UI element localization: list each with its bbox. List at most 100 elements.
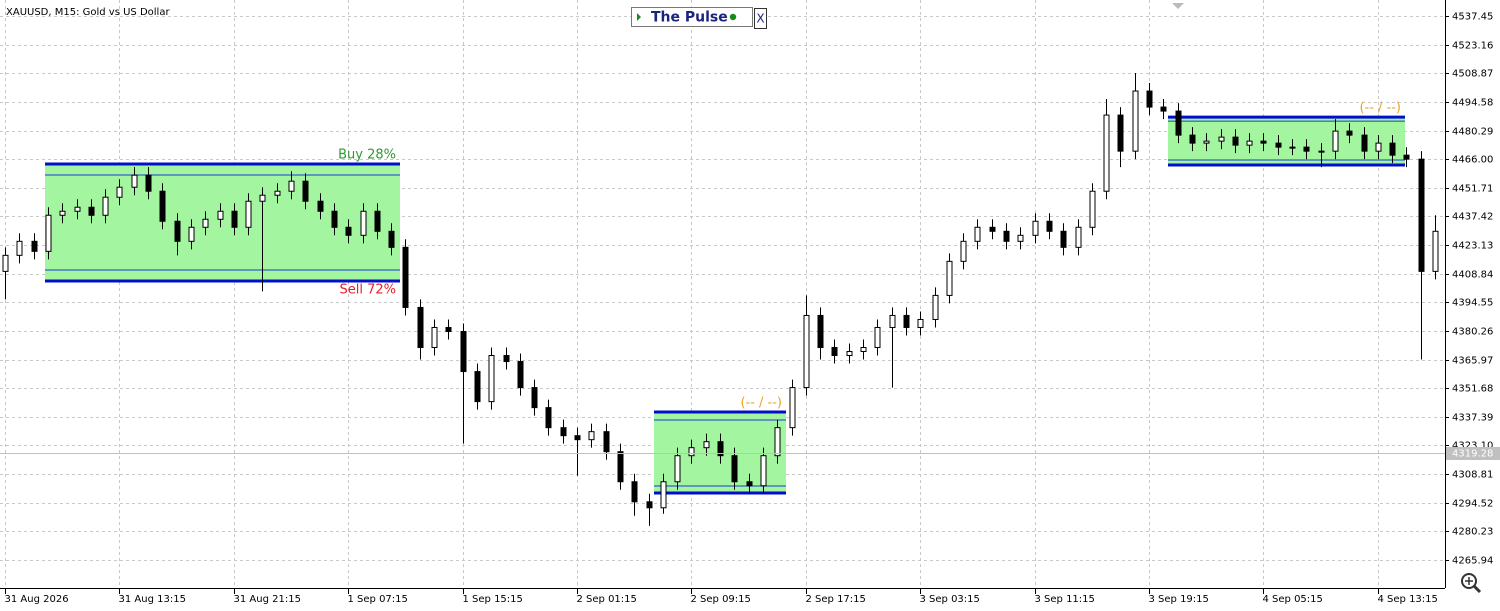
candle-body [360, 210, 367, 236]
candle-body [1403, 154, 1410, 160]
candle-body [531, 387, 538, 409]
candle-body [660, 481, 667, 509]
candle-body [388, 230, 395, 248]
candle-body [545, 407, 552, 429]
x-tick-label: 31 Aug 13:15 [119, 594, 186, 605]
candle-body [1060, 230, 1067, 248]
candle-body [1160, 106, 1167, 112]
candle-body [631, 481, 638, 503]
y-tick-label: 4308.81 [1452, 470, 1493, 481]
candle-body [789, 387, 796, 429]
y-tick-label: 4466.00 [1452, 155, 1493, 166]
candle-body [159, 190, 166, 222]
candle-body [803, 314, 810, 389]
y-tick-label: 4280.23 [1452, 527, 1493, 538]
candle-body [1361, 134, 1368, 152]
x-tick-label: 4 Sep 05:15 [1263, 594, 1323, 605]
candle-body [217, 210, 224, 220]
candle-body [374, 210, 381, 232]
x-tick-label: 3 Sep 19:15 [1149, 594, 1209, 605]
candle-body [1189, 134, 1196, 144]
candle-body [889, 314, 896, 328]
candle-body [131, 174, 138, 188]
y-tick-label: 4408.84 [1452, 270, 1493, 281]
candle-body [717, 441, 724, 457]
y-tick-label: 4523.16 [1452, 41, 1493, 52]
candle-body [417, 306, 424, 349]
candle-body [1346, 130, 1353, 136]
candle-body [1089, 190, 1096, 228]
candle-body [1046, 220, 1053, 232]
candle-body [1003, 230, 1010, 242]
candle-body [517, 361, 524, 389]
candles [2, 73, 1439, 526]
candle-body [1246, 140, 1253, 146]
zoom-handle[interactable] [1472, 584, 1482, 594]
candle-body [231, 210, 238, 228]
y-tick-label: 4508.87 [1452, 69, 1493, 80]
zoom-icon[interactable] [1461, 573, 1482, 594]
candle-body [932, 294, 939, 320]
candle-body [2, 254, 9, 272]
pulse-panel[interactable]: The Pulse [631, 7, 753, 27]
y-tick-label: 4365.97 [1452, 356, 1493, 367]
candle-body [846, 351, 853, 357]
candle-body [760, 455, 767, 487]
candle-body [588, 431, 595, 441]
panel-box[interactable] [631, 7, 753, 27]
candle-body [116, 186, 123, 198]
candle-body [860, 347, 867, 353]
candle-body [1103, 114, 1110, 192]
panel-title[interactable]: The Pulse [651, 10, 728, 26]
candle-body [288, 180, 295, 192]
candle-body [1389, 142, 1396, 156]
close-box[interactable] [754, 8, 767, 29]
candle-body [503, 355, 510, 363]
candle-body [1260, 140, 1267, 144]
close-button[interactable]: X [756, 12, 764, 26]
range-upper-label: (-- / --) [740, 396, 782, 411]
x-tick-label: 31 Aug 2026 [5, 594, 69, 605]
y-tick-label: 4437.42 [1452, 212, 1493, 223]
candle-body [574, 435, 581, 441]
y-tick-label: 4265.94 [1452, 556, 1493, 567]
x-tick-label: 2 Sep 17:15 [806, 594, 866, 605]
candle-body [1075, 226, 1082, 248]
candle-body [831, 347, 838, 357]
candle-body [1218, 136, 1225, 142]
candle-body [774, 427, 781, 457]
candle-body [174, 220, 181, 242]
y-tick-label: 4451.71 [1452, 184, 1493, 195]
y-tick-label: 4394.55 [1452, 298, 1493, 309]
x-tick-label: 1 Sep 07:15 [348, 594, 408, 605]
candle-body [617, 451, 624, 483]
zoom-lens[interactable] [1461, 573, 1477, 589]
candle-body [1032, 220, 1039, 236]
candle-body [1275, 142, 1282, 148]
range-upper-label: Buy 28% [338, 147, 396, 162]
x-tick-label: 2 Sep 01:15 [577, 594, 637, 605]
candle-body [746, 481, 753, 487]
scroll-marker [1172, 3, 1184, 9]
x-tick-label: 4 Sep 13:15 [1378, 594, 1438, 605]
candle-body [317, 200, 324, 212]
candle-body [445, 326, 452, 332]
panel-arrow[interactable] [637, 13, 641, 21]
candle-body [488, 355, 495, 403]
candle-body [402, 246, 409, 308]
y-tick-label: 4480.29 [1452, 127, 1493, 138]
candle-body [188, 226, 195, 242]
candle-body [302, 180, 309, 202]
x-tick-label: 2 Sep 09:15 [691, 594, 751, 605]
y-tick-label: 4351.68 [1452, 384, 1493, 395]
candle-body [603, 431, 610, 453]
range-boxes: Buy 28% Sell 72% (-- / --) (-- / --) [45, 101, 1405, 495]
candle-body [817, 314, 824, 349]
candle-body [960, 240, 967, 262]
candle-body [903, 314, 910, 328]
candle-body [1418, 158, 1425, 272]
candle-body [674, 455, 681, 483]
candle-body [1375, 142, 1382, 152]
y-tick-label: 4323.10 [1452, 441, 1493, 452]
